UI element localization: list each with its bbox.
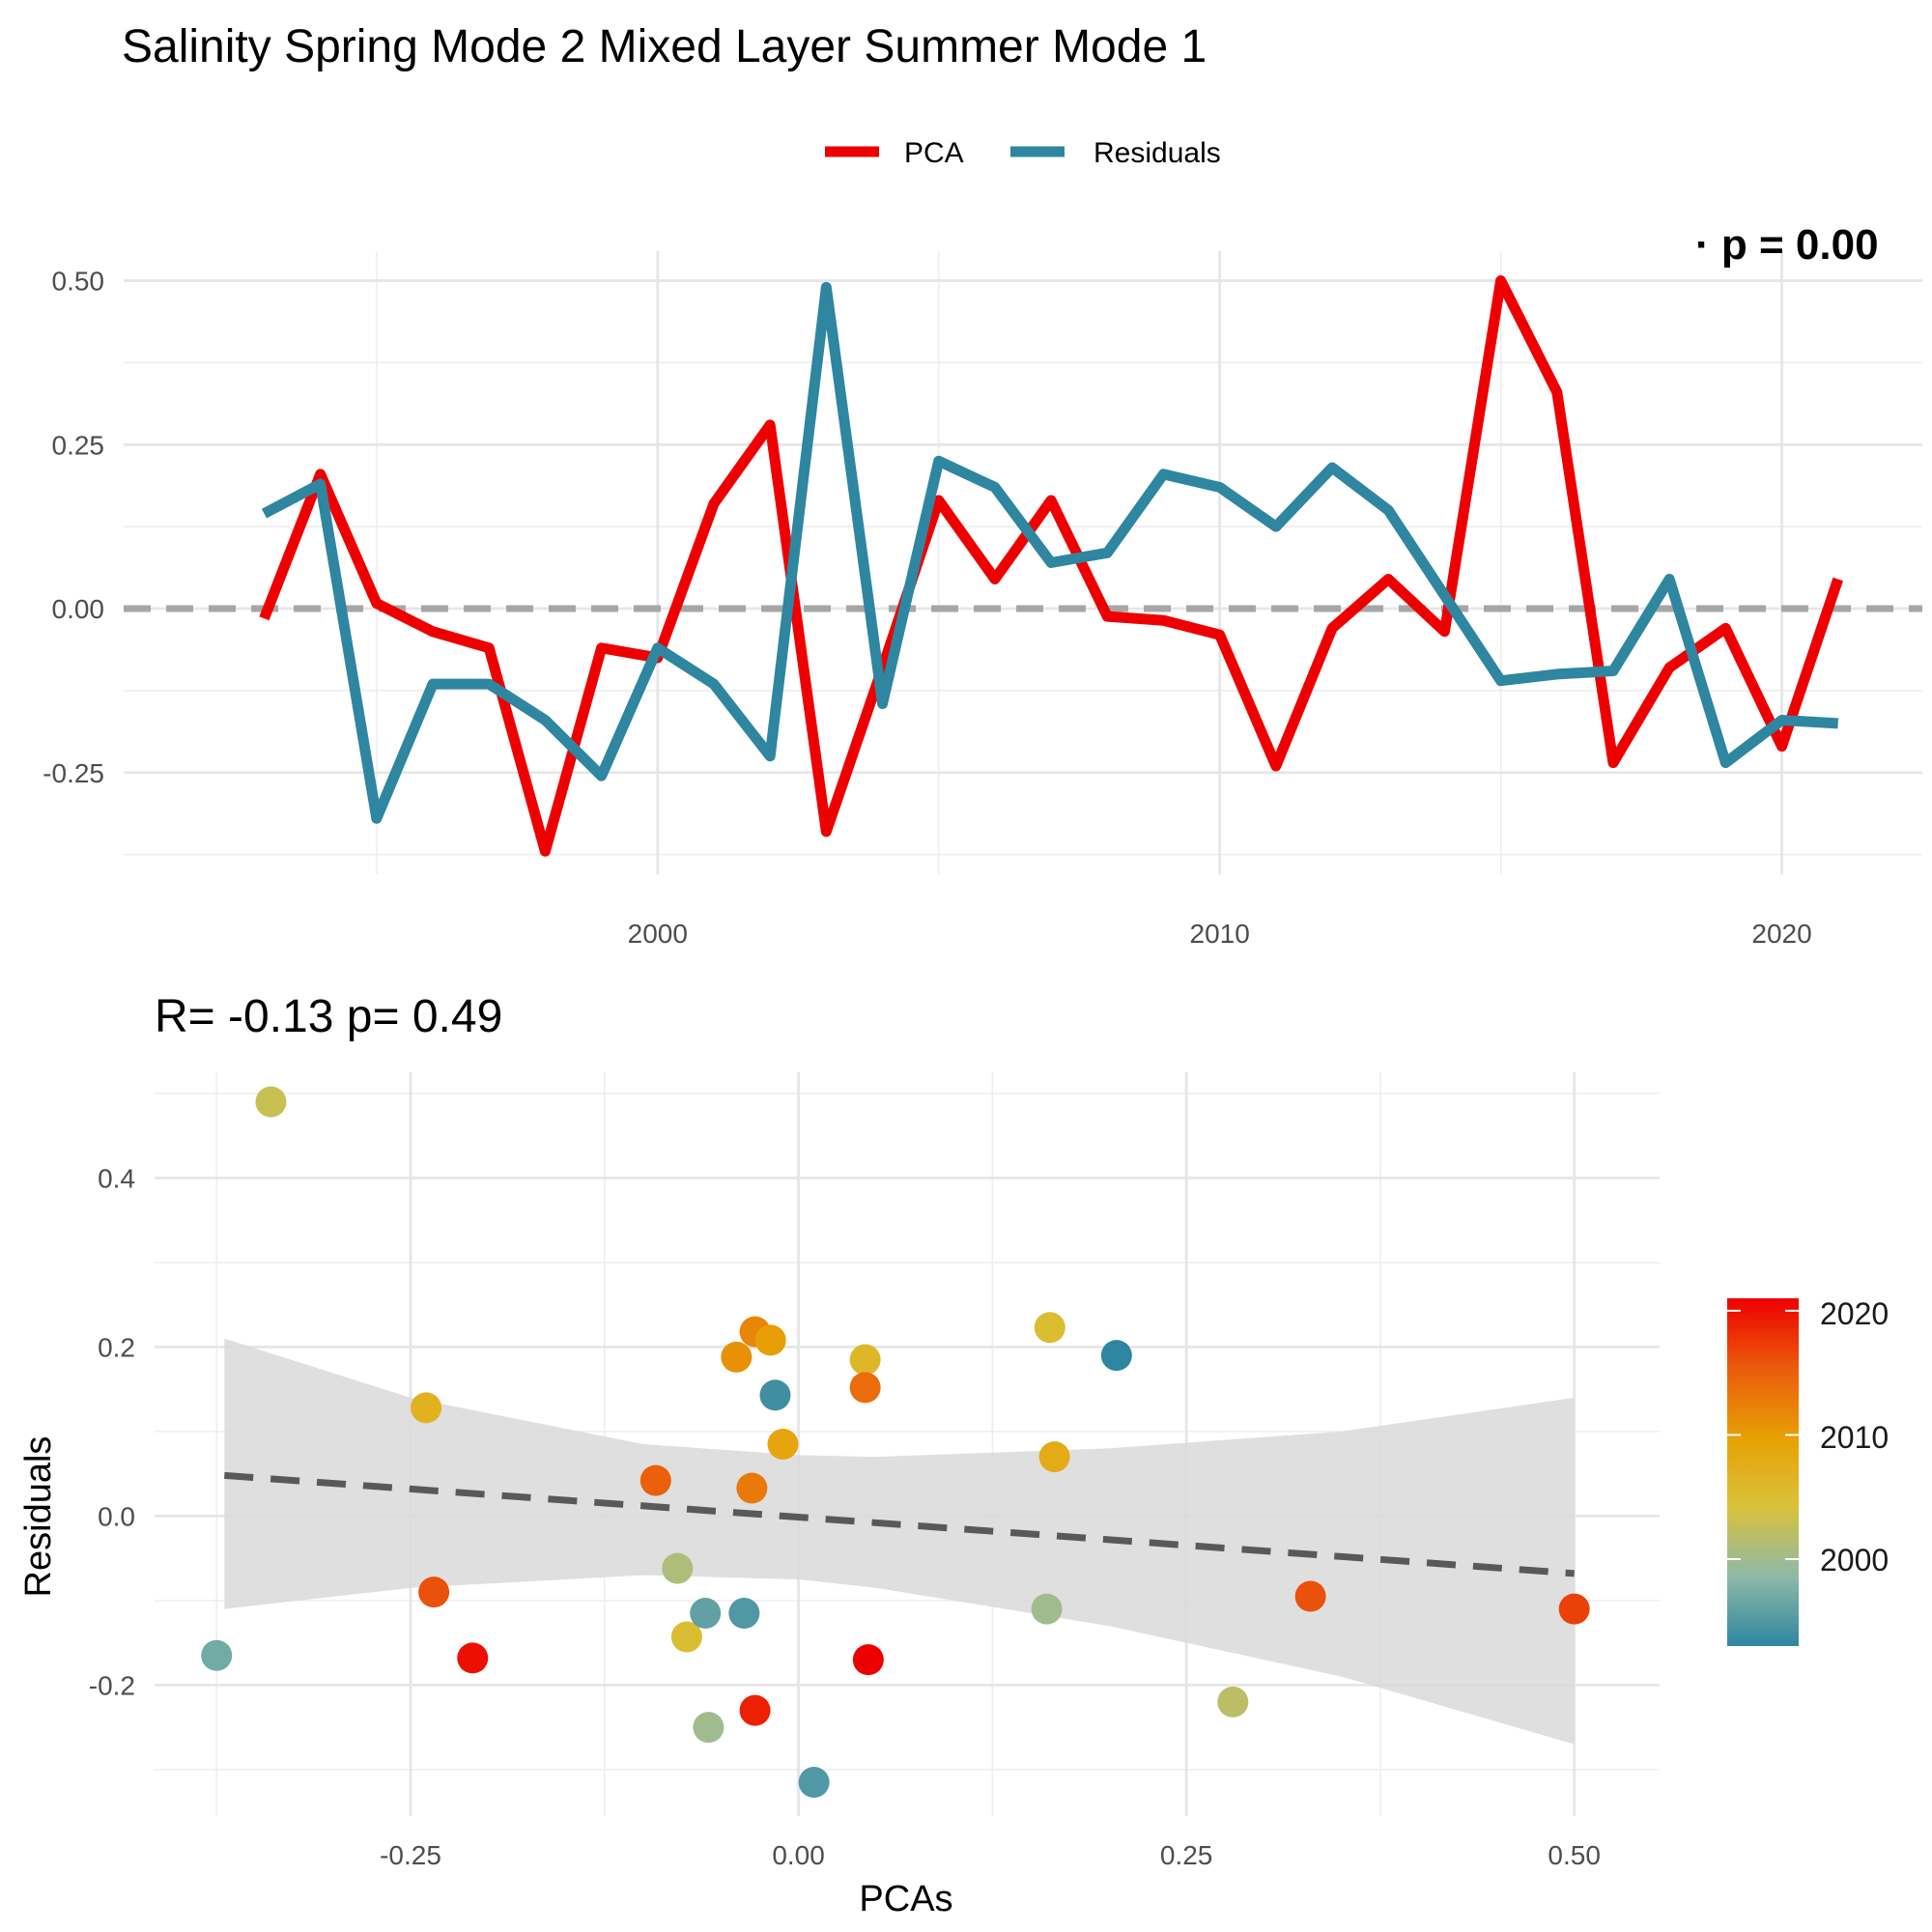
colorbar-tick-label: 2000 <box>1820 1543 1889 1577</box>
x-tick-label: 0.50 <box>1548 1840 1601 1870</box>
colorbar-ticks <box>1727 1309 1799 1560</box>
scatter-point <box>1558 1593 1590 1625</box>
colorbar: 2000 2010 2020 <box>1727 1296 1889 1646</box>
scatter-point <box>457 1642 489 1674</box>
chart-title: Salinity Spring Mode 2 Mixed Layer Summe… <box>122 21 1207 72</box>
x-tick-label: 2000 <box>628 919 688 949</box>
scatter-point <box>255 1086 287 1118</box>
y-tick-label: -0.25 <box>43 758 104 788</box>
scatter-subtitle: R= -0.13 p= 0.49 <box>155 991 502 1042</box>
y-tick-label: 0.0 <box>98 1501 135 1531</box>
x-tick-label: 2020 <box>1751 919 1811 949</box>
series-line-pca <box>259 275 1843 857</box>
scatter-x-ticks: -0.25 0.00 0.25 0.50 <box>380 1840 1601 1870</box>
scatter-point <box>1038 1441 1070 1473</box>
scatter-point <box>798 1767 830 1798</box>
scatter-point <box>1217 1686 1249 1718</box>
x-axis-label: PCAs <box>859 1879 952 1919</box>
scatter-point <box>201 1639 233 1671</box>
colorbar-tick-label: 2020 <box>1820 1296 1889 1331</box>
y-tick-label: 0.2 <box>98 1332 135 1362</box>
scatter-point <box>1100 1340 1132 1372</box>
series-line-residuals <box>261 281 1839 824</box>
confidence-band <box>224 1338 1575 1745</box>
scatter-point <box>852 1644 884 1676</box>
trend-line <box>224 1471 1575 1577</box>
scatter-point <box>767 1429 799 1460</box>
x-tick-label: 0.00 <box>772 1840 825 1870</box>
scatter-point <box>721 1341 753 1373</box>
scatter-point <box>739 1694 771 1726</box>
y-tick-label: -0.2 <box>89 1670 135 1700</box>
legend-label-residuals: Residuals <box>1094 137 1221 169</box>
scatter-y-ticks: -0.2 0.0 0.2 0.4 <box>89 1163 135 1700</box>
scatter-point <box>1031 1593 1063 1625</box>
scatter-point <box>662 1552 694 1584</box>
colorbar-tick-label: 2010 <box>1820 1420 1889 1455</box>
scatter-point <box>728 1598 760 1629</box>
scatter-point <box>690 1598 722 1629</box>
scatter-point <box>759 1379 791 1411</box>
scatter-point <box>418 1577 450 1608</box>
scatter-point <box>849 1344 881 1376</box>
colorbar-gradient <box>1727 1298 1799 1646</box>
scatter-point <box>754 1324 786 1356</box>
scatter-point <box>693 1712 724 1744</box>
scatter-point <box>639 1464 671 1496</box>
x-tick-label: -0.25 <box>380 1840 441 1870</box>
y-tick-label: 0.50 <box>52 267 105 297</box>
clipped-annotation: · p = 0.00 <box>1695 221 1879 269</box>
x-tick-label: 0.25 <box>1160 1840 1213 1870</box>
scatter-points <box>201 1086 1590 1798</box>
timeseries-panel: -0.25 0.00 0.25 0.50 2000 2010 2020 · p … <box>43 221 1922 949</box>
y-axis-label: Residuals <box>18 1436 59 1598</box>
y-tick-label: 0.25 <box>52 430 105 460</box>
scatter-point <box>1034 1312 1065 1344</box>
x-tick-label: 2010 <box>1190 919 1250 949</box>
scatter-point <box>736 1472 768 1504</box>
legend: PCA Residuals <box>825 137 1221 169</box>
scatter-point <box>411 1392 442 1424</box>
legend-label-pca: PCA <box>904 137 964 169</box>
scatter-point <box>670 1621 702 1653</box>
timeseries-lines <box>259 275 1843 857</box>
scatter-point <box>1294 1580 1326 1612</box>
scatter-point <box>849 1372 881 1404</box>
y-tick-label: 0.00 <box>52 594 105 624</box>
timeseries-x-ticks: 2000 2010 2020 <box>628 919 1812 949</box>
scatter-panel: -0.2 0.0 0.2 0.4 -0.25 0.00 0.25 0.50 PC… <box>18 1072 1660 1919</box>
y-tick-label: 0.4 <box>98 1163 135 1193</box>
timeseries-y-ticks: -0.25 0.00 0.25 0.50 <box>43 267 104 788</box>
